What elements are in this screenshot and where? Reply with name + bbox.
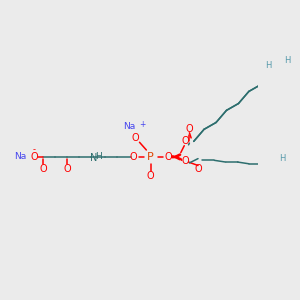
Text: O: O	[164, 152, 172, 162]
Text: H: H	[266, 61, 272, 70]
Text: O: O	[186, 124, 193, 134]
Text: O: O	[181, 156, 189, 166]
Text: O: O	[131, 133, 139, 143]
Text: H: H	[95, 152, 101, 160]
Text: Na: Na	[123, 122, 135, 131]
Text: O: O	[181, 136, 189, 146]
Text: +: +	[139, 120, 145, 129]
Text: O: O	[130, 152, 137, 162]
Text: H: H	[284, 56, 291, 65]
Text: H: H	[299, 158, 300, 166]
Text: O: O	[63, 164, 71, 174]
Text: O: O	[39, 164, 47, 174]
Text: O: O	[194, 164, 202, 174]
Text: N: N	[90, 153, 98, 163]
Text: Na: Na	[14, 152, 27, 161]
Text: P: P	[147, 152, 154, 162]
Text: -: -	[33, 146, 36, 154]
Text: O: O	[31, 152, 38, 162]
Text: O: O	[147, 171, 154, 181]
Text: H: H	[279, 154, 286, 163]
